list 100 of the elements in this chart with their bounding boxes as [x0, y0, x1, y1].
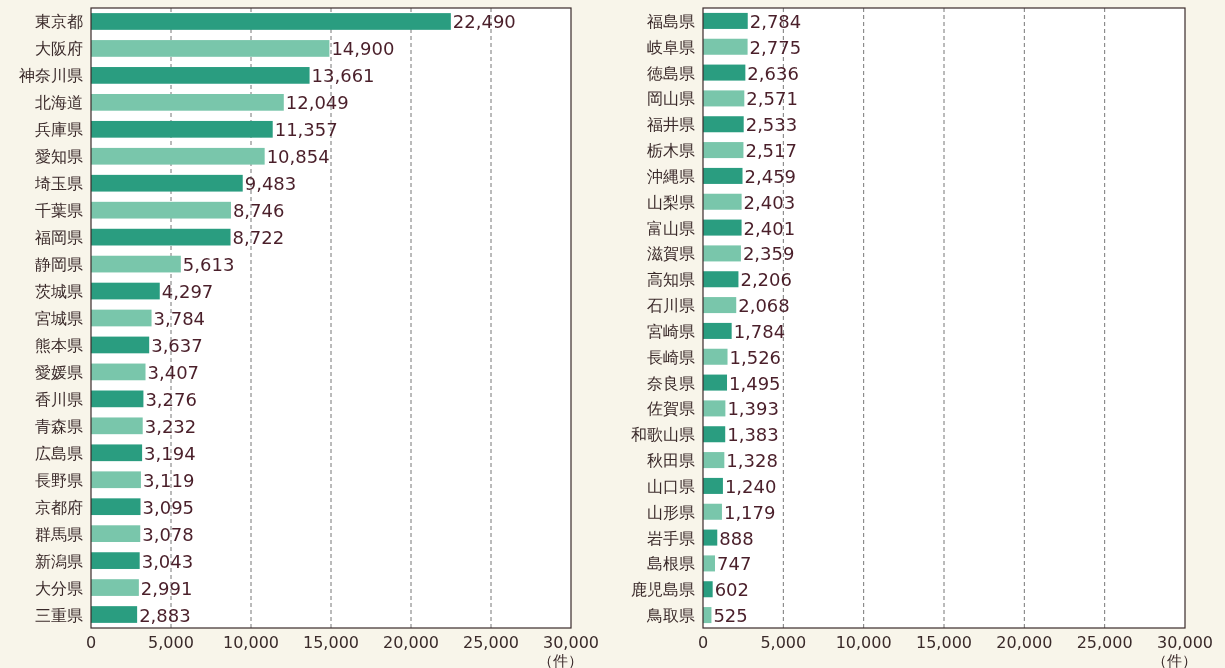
- y-tick-label: 福岡県: [35, 228, 83, 248]
- bar: [91, 255, 181, 273]
- y-tick-label: 長野県: [35, 470, 83, 490]
- y-tick-label: 岐阜県: [647, 37, 695, 57]
- bar: [703, 322, 732, 339]
- data-label: 3,194: [144, 442, 196, 464]
- bar: [91, 309, 152, 327]
- data-label: 1,393: [727, 398, 779, 420]
- y-tick-label: 福井県: [647, 115, 695, 135]
- data-label: 3,043: [141, 550, 194, 572]
- data-label: 1,784: [733, 320, 786, 342]
- y-tick-label: 沖縄県: [647, 166, 695, 186]
- y-tick-label: 宮城県: [35, 309, 83, 328]
- data-label: 2,459: [744, 165, 797, 187]
- data-label: 5,613: [182, 254, 235, 276]
- bar: [703, 297, 737, 314]
- x-tick-label: 25,000: [1076, 633, 1133, 652]
- y-tick-label: 島根県: [647, 554, 695, 574]
- bar: [703, 426, 726, 443]
- data-label: 1,383: [727, 424, 779, 446]
- y-tick-label: 富山県: [647, 218, 695, 238]
- data-label: 9,483: [244, 173, 297, 195]
- x-axis-title: （件）: [538, 652, 583, 668]
- data-label: 3,232: [144, 415, 197, 437]
- x-tick-label: 20,000: [383, 633, 439, 652]
- x-tick-label: 10,000: [835, 633, 892, 652]
- bar: [703, 400, 726, 417]
- y-tick-label: 宮崎県: [647, 321, 695, 341]
- y-tick-label: 山口県: [647, 476, 695, 496]
- y-tick-label: 静岡県: [35, 255, 83, 275]
- data-label: 888: [719, 527, 754, 549]
- data-label: 2,883: [139, 604, 191, 626]
- data-label: 747: [717, 553, 752, 575]
- bar: [91, 201, 231, 219]
- y-tick-label: 北海道: [35, 93, 83, 113]
- y-tick-label: 千葉県: [35, 201, 83, 221]
- y-tick-label: 福島県: [647, 11, 695, 31]
- x-tick-label: 25,000: [463, 633, 519, 652]
- bar: [91, 93, 284, 111]
- y-tick-label: 岩手県: [647, 528, 695, 548]
- y-tick-label: 茨城県: [35, 282, 83, 302]
- data-label: 2,775: [749, 36, 802, 58]
- data-label: 1,328: [726, 450, 778, 472]
- y-tick-label: 鹿児島県: [631, 580, 695, 600]
- bar: [703, 348, 728, 365]
- x-tick-label: 0: [85, 633, 97, 652]
- y-tick-label: 佐賀県: [647, 399, 695, 419]
- y-tick-label: 新潟県: [35, 551, 83, 571]
- data-label: 13,661: [311, 65, 375, 87]
- bar: [703, 581, 713, 598]
- y-tick-label: 秋田県: [647, 451, 695, 471]
- data-label: 22,490: [452, 11, 516, 33]
- y-tick-label: 広島県: [35, 443, 83, 463]
- data-label: 8,722: [232, 227, 285, 249]
- y-tick-label: 鳥取県: [646, 606, 695, 626]
- x-tick-label: 5,000: [760, 633, 807, 652]
- y-tick-label: 兵庫県: [35, 120, 83, 140]
- x-tick-label: 30,000: [1157, 633, 1213, 652]
- bar: [703, 503, 722, 520]
- y-tick-label: 熊本県: [35, 335, 83, 355]
- bar: [703, 452, 725, 469]
- bar: [703, 374, 728, 391]
- y-tick-label: 埼玉県: [34, 174, 83, 194]
- bar: [703, 12, 748, 29]
- data-label: 2,784: [749, 10, 802, 32]
- bar: [703, 529, 718, 546]
- bar: [91, 13, 451, 30]
- y-tick-label: 愛媛県: [35, 362, 83, 382]
- y-tick-label: 大分県: [35, 578, 83, 598]
- x-tick-label: 30,000: [543, 633, 599, 652]
- bar: [703, 90, 745, 107]
- data-label: 14,900: [331, 38, 395, 60]
- data-label: 11,357: [274, 119, 338, 141]
- bar: [703, 271, 739, 288]
- data-label: 2,206: [740, 269, 792, 291]
- data-label: 10,854: [266, 146, 330, 168]
- data-label: 1,179: [723, 501, 776, 523]
- bar: [91, 606, 138, 623]
- y-tick-label: 高知県: [647, 270, 695, 290]
- bar: [703, 167, 743, 184]
- bar: [703, 142, 744, 159]
- bar: [703, 477, 723, 494]
- x-tick-label: 15,000: [916, 633, 972, 652]
- y-tick-label: 和歌山県: [631, 425, 695, 445]
- bar: [91, 363, 146, 381]
- x-tick-label: 0: [697, 633, 709, 652]
- bar: [91, 552, 140, 569]
- data-label: 3,095: [142, 496, 195, 518]
- y-tick-label: 石川県: [647, 296, 695, 316]
- bar: [703, 38, 748, 55]
- data-label: 4,297: [161, 281, 214, 303]
- data-label: 1,240: [724, 475, 777, 497]
- y-tick-label: 山梨県: [647, 192, 695, 212]
- y-tick-label: 大阪府: [35, 39, 83, 59]
- y-tick-label: 滋賀県: [647, 244, 695, 264]
- y-tick-label: 徳島県: [647, 63, 695, 83]
- bar: [91, 336, 150, 354]
- bar: [91, 282, 160, 300]
- data-label: 2,401: [743, 217, 796, 239]
- data-label: 1,526: [729, 346, 782, 368]
